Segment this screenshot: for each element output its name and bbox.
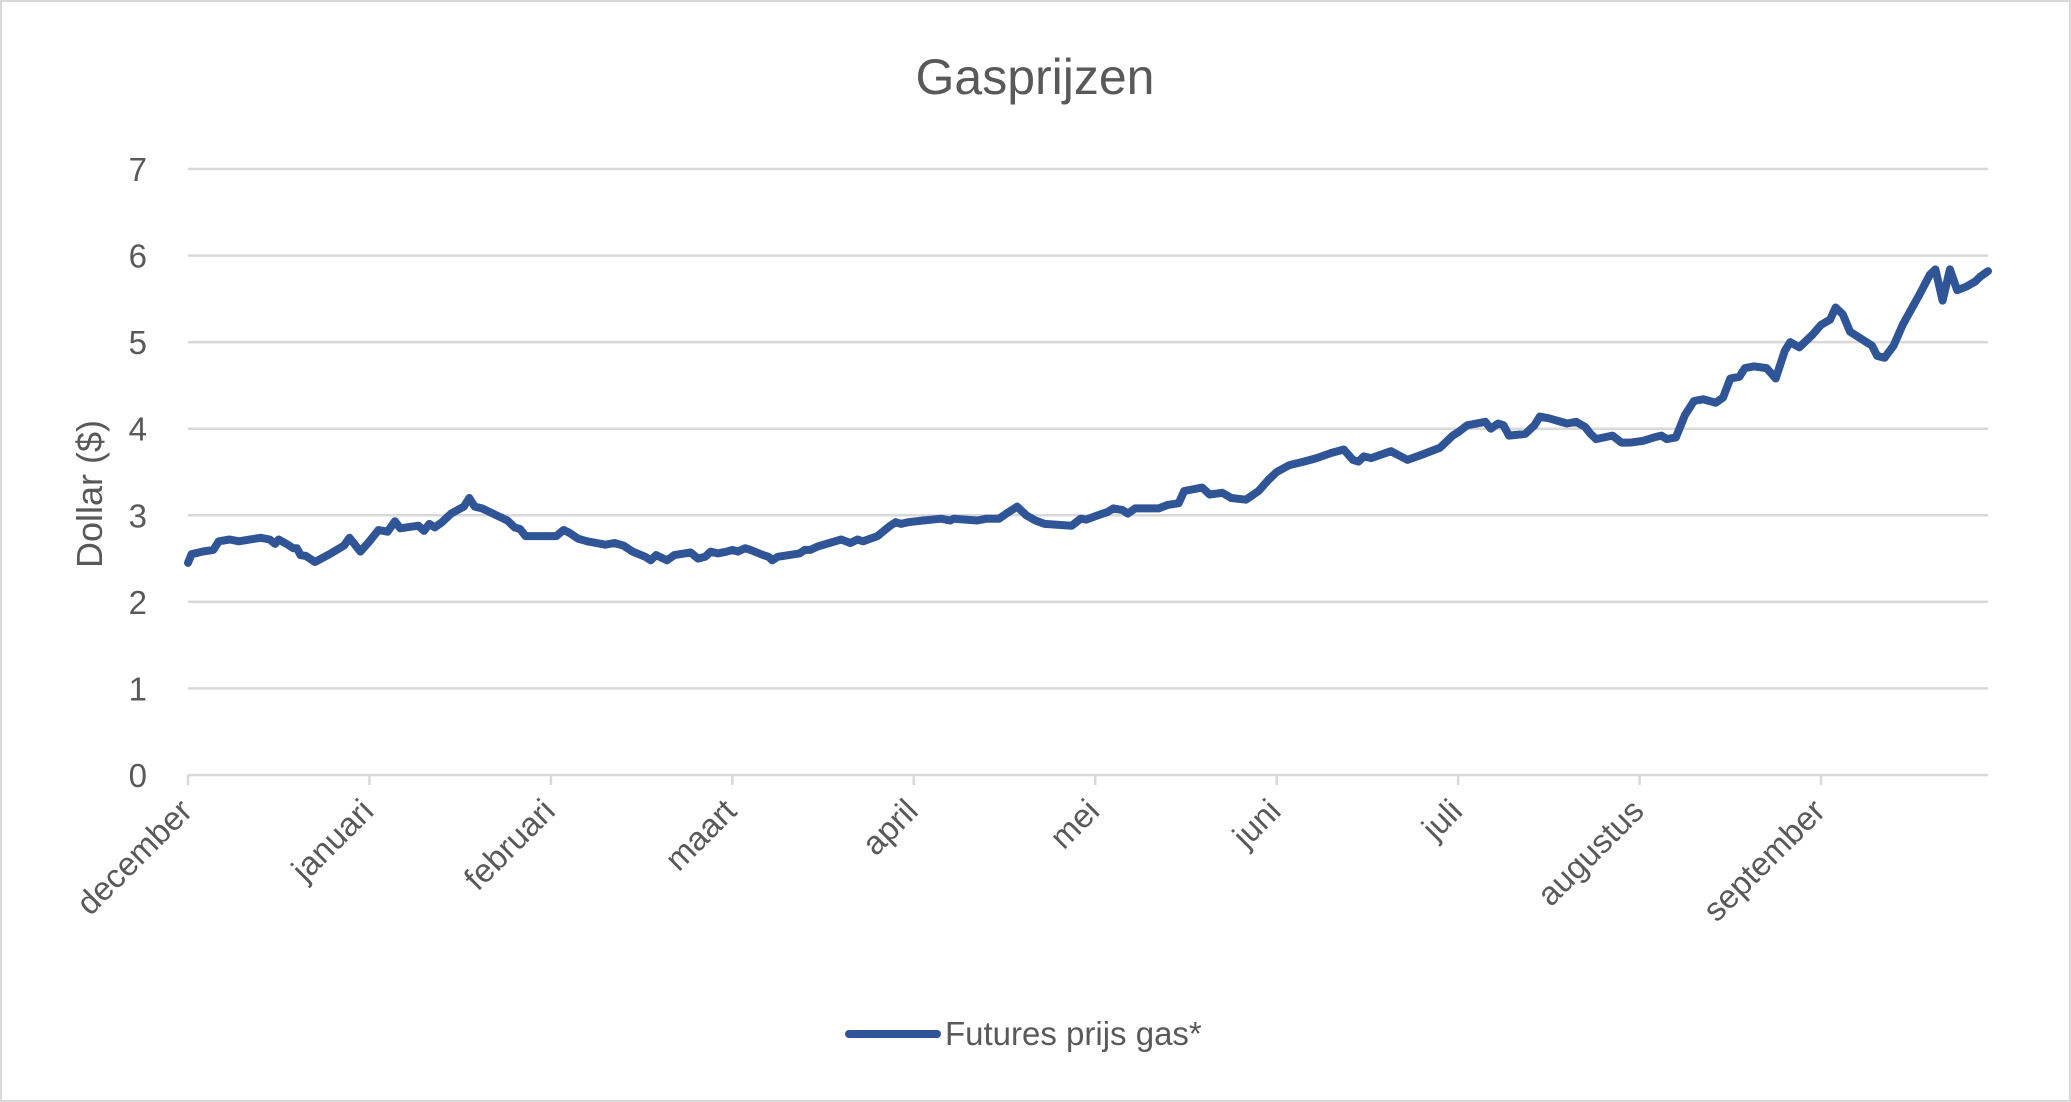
x-tick-label: februari bbox=[457, 792, 562, 897]
x-tick-label: augustus bbox=[1530, 792, 1651, 913]
y-tick-label: 2 bbox=[129, 584, 147, 621]
y-tick-label: 4 bbox=[129, 411, 147, 448]
legend-label: Futures prijs gas* bbox=[945, 1015, 1202, 1052]
x-tick-label: maart bbox=[657, 792, 743, 878]
series-layer bbox=[184, 265, 1992, 567]
x-axis-ticks: december januari februari maart april mei juni… bbox=[69, 775, 1832, 928]
x-tick-label: juli bbox=[1414, 792, 1469, 847]
y-axis-ticks: 0 1 2 3 4 5 6 7 bbox=[129, 151, 147, 794]
y-tick-label: 1 bbox=[129, 670, 147, 707]
y-tick-label: 3 bbox=[129, 497, 147, 534]
y-axis-label: Dollar ($) bbox=[69, 420, 110, 568]
x-tick-label: mei bbox=[1042, 792, 1106, 856]
x-tick-label: december bbox=[69, 792, 199, 922]
series-line bbox=[184, 265, 1992, 567]
y-tick-label: 6 bbox=[129, 238, 147, 275]
legend: Futures prijs gas* bbox=[845, 1015, 1202, 1052]
gridlines bbox=[188, 167, 1988, 690]
x-tick-label: april bbox=[854, 792, 924, 862]
chart-title: Gasprijzen bbox=[916, 49, 1155, 105]
y-tick-label: 0 bbox=[129, 757, 147, 794]
x-tick-label: juni bbox=[1224, 792, 1287, 855]
y-tick-label: 7 bbox=[129, 151, 147, 188]
x-tick-label: januari bbox=[283, 792, 380, 889]
x-tick-label: september bbox=[1696, 792, 1832, 928]
y-tick-label: 5 bbox=[129, 324, 147, 361]
